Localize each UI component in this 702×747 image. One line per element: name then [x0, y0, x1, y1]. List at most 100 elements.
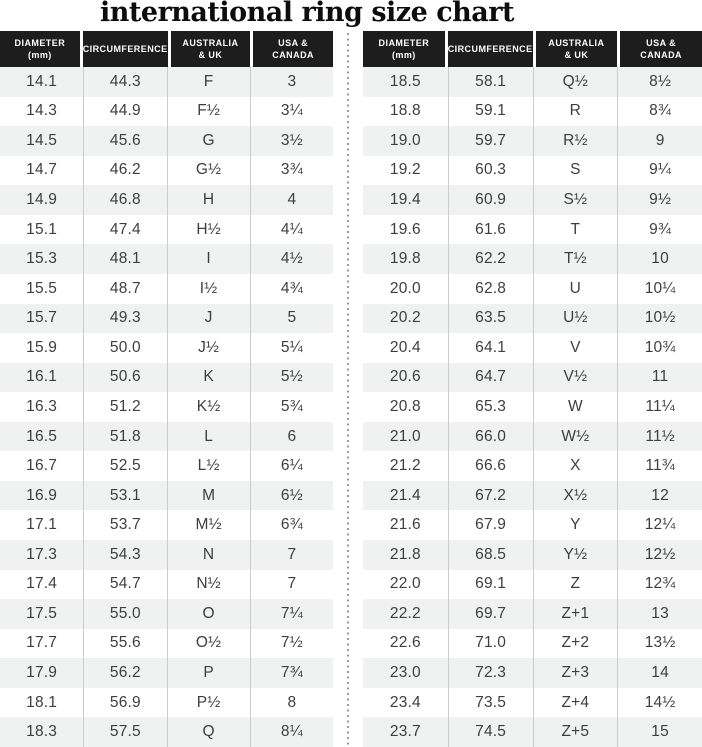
- table-row: 21.2 66.6 X 11¾: [363, 451, 702, 481]
- usa-canada-cell: 4¾: [249, 273, 333, 304]
- circumference-cell: 54.7: [83, 569, 166, 600]
- diameter-cell: 16.5: [26, 427, 58, 445]
- table-row: 16.9 53.1 M 6½: [0, 480, 333, 511]
- diameter-cell: 18.1: [26, 693, 58, 711]
- diameter-cell: 16.9: [26, 486, 58, 504]
- table-row: 16.1 50.6 K 5½: [0, 362, 333, 393]
- circumference-cell: 73.5: [447, 687, 533, 718]
- header-label-line2: (mm): [391, 50, 416, 60]
- usa-canada-cell: 5: [249, 303, 333, 334]
- usa-canada-cell: 11½: [617, 421, 702, 452]
- australia-uk-cell: Z+2: [532, 628, 618, 659]
- diameter-cell: 18.5: [389, 72, 421, 90]
- diameter-cell: 19.8: [389, 250, 421, 268]
- table-row: 18.8 59.1 R 8¾: [363, 96, 702, 127]
- header-cell: CIRCUMFERENCE: [82, 31, 168, 67]
- australia-uk-cell: R: [532, 96, 618, 127]
- diameter-cell: 14.3: [26, 102, 58, 120]
- usa-canada-cell: 7½: [249, 628, 333, 659]
- australia-uk-cell: I: [166, 244, 250, 274]
- australia-uk-cell: X½: [532, 480, 618, 511]
- usa-canada-cell: 13½: [617, 628, 702, 659]
- usa-canada-cell: 7¼: [249, 599, 333, 629]
- diameter-cell: 15.9: [26, 338, 58, 356]
- australia-uk-cell: Z+5: [532, 717, 618, 747]
- australia-uk-cell: Q: [166, 717, 250, 747]
- dotted-divider: [347, 33, 349, 747]
- diameter-cell: 21.4: [389, 486, 421, 504]
- circumference-cell: 68.5: [447, 540, 533, 570]
- circumference-cell: 44.9: [83, 96, 166, 127]
- circumference-cell: 48.7: [83, 273, 166, 304]
- australia-uk-cell: V½: [532, 362, 618, 393]
- header-label-line2: CANADA: [640, 50, 682, 60]
- australia-uk-cell: O: [166, 599, 250, 629]
- table-row: 16.5 51.8 L 6: [0, 421, 333, 452]
- usa-canada-cell: 12: [617, 480, 702, 511]
- diameter-cell: 17.5: [26, 604, 58, 622]
- diameter-cell: 15.7: [26, 309, 58, 327]
- table-row: 14.3 44.9 F½ 3¼: [0, 96, 333, 127]
- circumference-cell: 69.1: [447, 569, 533, 600]
- table-row: 20.0 62.8 U 10¼: [363, 273, 702, 304]
- usa-canada-cell: 4¼: [249, 214, 333, 245]
- table-row: 17.1 53.7 M½ 6¾: [0, 510, 333, 540]
- header-cell: CIRCUMFERENCE: [447, 31, 533, 67]
- circumference-cell: 55.0: [83, 599, 166, 629]
- australia-uk-cell: Z+4: [532, 687, 618, 718]
- circumference-cell: 56.2: [83, 658, 166, 688]
- diameter-cell: 23.0: [389, 664, 421, 682]
- circumference-cell: 63.5: [447, 303, 533, 334]
- australia-uk-cell: T½: [532, 244, 618, 274]
- header-cell: DIAMETER (mm): [0, 31, 80, 67]
- australia-uk-cell: F: [166, 67, 250, 97]
- australia-uk-cell: Y: [532, 510, 618, 540]
- table-row: 21.8 68.5 Y½ 12½: [363, 540, 702, 570]
- circumference-cell: 67.2: [447, 480, 533, 511]
- usa-canada-cell: 10¾: [617, 333, 702, 363]
- diameter-cell: 21.6: [389, 516, 421, 534]
- diameter-cell: 19.0: [389, 131, 421, 149]
- australia-uk-cell: X: [532, 451, 618, 481]
- header-label-line1: DIAMETER: [14, 37, 66, 48]
- header-cell: AUSTRALIA & UK: [170, 31, 251, 67]
- diameter-cell: 15.3: [26, 250, 58, 268]
- diameter-cell: 22.6: [389, 634, 421, 652]
- circumference-cell: 56.9: [83, 687, 166, 718]
- table-row: 20.6 64.7 V½ 11: [363, 362, 702, 393]
- usa-canada-cell: 10: [617, 244, 702, 274]
- australia-uk-cell: P: [166, 658, 250, 688]
- table-row: 15.7 49.3 J 5: [0, 303, 333, 334]
- usa-canada-cell: 9½: [617, 185, 702, 215]
- usa-canada-cell: 9¾: [617, 214, 702, 245]
- table-row: 22.0 69.1 Z 12¾: [363, 569, 702, 600]
- ring-size-table-left: DIAMETER (mm) CIRCUMFERENCE AUSTRALIA & …: [0, 31, 333, 747]
- australia-uk-cell: G½: [166, 155, 250, 186]
- diameter-cell: 19.6: [389, 220, 421, 238]
- diameter-cell: 17.3: [26, 545, 58, 563]
- table-row: 21.4 67.2 X½ 12: [363, 480, 702, 511]
- australia-uk-cell: V: [532, 333, 618, 363]
- circumference-cell: 69.7: [447, 599, 533, 629]
- circumference-cell: 46.8: [83, 185, 166, 215]
- table-row: 18.3 57.5 Q 8¼: [0, 717, 333, 747]
- australia-uk-cell: J: [166, 303, 250, 334]
- table-row: 18.1 56.9 P½ 8: [0, 687, 333, 718]
- australia-uk-cell: M½: [166, 510, 250, 540]
- table-row: 16.3 51.2 K½ 5¾: [0, 392, 333, 422]
- table-row: 22.6 71.0 Z+2 13½: [363, 628, 702, 659]
- diameter-cell: 20.2: [389, 309, 421, 327]
- circumference-cell: 50.6: [83, 362, 166, 393]
- table-header-row: DIAMETER (mm) CIRCUMFERENCE AUSTRALIA & …: [363, 31, 702, 67]
- table-body: 18.5 58.1 Q½ 8½ 18.8 59.1 R 8¾ 19.0: [363, 67, 702, 747]
- circumference-cell: 53.1: [83, 480, 166, 511]
- australia-uk-cell: L: [166, 421, 250, 452]
- table-row: 20.8 65.3 W 11¼: [363, 392, 702, 422]
- circumference-cell: 44.3: [83, 67, 166, 97]
- circumference-cell: 51.2: [83, 392, 166, 422]
- diameter-cell: 20.4: [389, 338, 421, 356]
- australia-uk-cell: S½: [532, 185, 618, 215]
- table-row: 14.7 46.2 G½ 3¾: [0, 155, 333, 186]
- diameter-cell: 23.7: [389, 723, 421, 741]
- table-row: 19.8 62.2 T½ 10: [363, 244, 702, 274]
